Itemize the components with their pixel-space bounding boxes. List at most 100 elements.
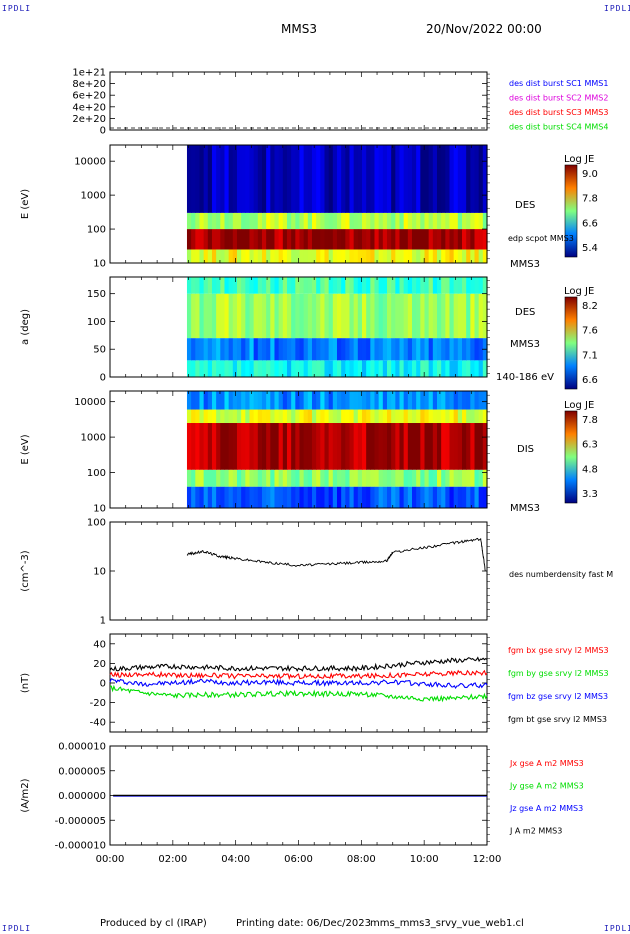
p4-heatmap-cell — [299, 486, 305, 508]
p6-legend-entry: fgm bz gse srvy l2 MMS3 — [508, 692, 608, 701]
p4-heatmap-cell — [286, 391, 292, 410]
p3-heatmap-cell — [303, 360, 309, 377]
p2-heatmap-cell — [482, 145, 488, 213]
p4-heatmap-cell — [245, 486, 251, 508]
p4-heatmap-cell — [345, 391, 351, 410]
p4-heatmap-cell — [270, 469, 276, 487]
p2-heatmap-cell — [341, 145, 346, 213]
p4-heatmap-cell — [361, 409, 367, 424]
p4-heatmap-cell — [453, 409, 459, 424]
p2-heatmap-cell — [236, 212, 242, 230]
p4-heatmap-cell — [453, 423, 459, 470]
p4-heatmap-cell — [328, 469, 334, 487]
p4-heatmap-cell — [428, 409, 434, 424]
p2-heatmap-cell — [457, 145, 463, 213]
p4-heatmap-cell — [441, 469, 446, 487]
p3-heatmap-cell — [445, 338, 451, 361]
p2-heatmap-cell — [349, 249, 355, 263]
p4-heatmap-cell — [328, 409, 334, 424]
p2-heatmap-cell — [232, 145, 238, 213]
p4-heatmap-cell — [428, 486, 434, 508]
p3-heatmap-cell — [186, 338, 192, 361]
p4-heatmap-cell — [186, 486, 192, 508]
p2-heatmap-cell — [216, 249, 221, 263]
p4-heatmap-cell — [357, 469, 363, 487]
p4-heatmap-cell — [378, 486, 384, 508]
p2-heatmap-cell — [453, 229, 459, 250]
p4-heatmap-cell — [253, 423, 259, 470]
p3-heatmap-cell — [286, 293, 292, 339]
p4-colorbar — [564, 410, 578, 504]
p2-heatmap-cell — [216, 212, 221, 230]
p4-heatmap-cell — [432, 409, 438, 424]
p4-heatmap-cell — [307, 391, 313, 410]
p3-heatmap-cell — [320, 360, 326, 377]
p3-heatmap-cell — [416, 360, 421, 377]
p2-heatmap-cell — [307, 145, 313, 213]
p4-heatmap-cell — [199, 423, 205, 470]
p4-heatmap-cell — [195, 409, 201, 424]
p4-heatmap-cell — [436, 486, 442, 508]
p2-heatmap-cell — [316, 249, 321, 263]
p3-heatmap-cell — [311, 293, 317, 339]
p2-heatmap-cell — [278, 145, 284, 213]
p3-heatmap-cell — [224, 293, 230, 339]
p3-heatmap-cell — [278, 338, 284, 361]
p4-heatmap-cell — [191, 486, 196, 508]
p3-heatmap-cell — [457, 360, 463, 377]
p4-heatmap-cell — [407, 409, 413, 424]
p3-heatmap-cell — [353, 338, 359, 361]
p2-heatmap-cell — [474, 229, 480, 250]
p4-heatmap-cell — [207, 409, 213, 424]
p2-heatmap-cell — [399, 249, 405, 263]
p2-heatmap-cell — [416, 145, 421, 213]
p3-heatmap-cell — [395, 293, 401, 339]
p4-heatmap-cell — [299, 469, 305, 487]
p4-heatmap-cell — [328, 486, 334, 508]
time-tick-label: 02:00 — [158, 854, 187, 865]
p3-heatmap-cell — [378, 277, 384, 294]
p3-heatmap-cell — [295, 277, 301, 294]
p3-heatmap-cell — [207, 338, 213, 361]
p2-heatmap-cell — [461, 145, 467, 213]
p4-heatmap-cell — [186, 391, 192, 410]
p2-heatmap-cell — [470, 145, 476, 213]
p4-heatmap-cell — [257, 423, 263, 470]
corner-mark-bottom-left: IPDLI — [2, 924, 32, 933]
p2-heatmap-cell — [257, 229, 263, 250]
p2-heatmap-cell — [311, 249, 317, 263]
p3-heatmap-cell — [328, 338, 334, 361]
p4-heatmap-cell — [370, 469, 376, 487]
p4-heatmap-cell — [428, 423, 434, 470]
p4-heatmap-cell — [232, 423, 238, 470]
p2-heatmap-cell — [378, 229, 384, 250]
p3-heatmap-cell — [307, 293, 313, 339]
p3-heatmap-cell — [316, 360, 321, 377]
p3-heatmap-cell — [266, 338, 271, 361]
p2-heatmap-cell — [336, 212, 342, 230]
p2-heatmap-cell — [420, 229, 426, 250]
p2-heatmap-cell — [228, 145, 234, 213]
p4-heatmap-cell — [291, 486, 296, 508]
p2-heatmap-cell — [432, 229, 438, 250]
p2-heatmap-cell — [216, 229, 221, 250]
p4-heatmap-cell — [436, 469, 442, 487]
p4-heatmap-cell — [366, 423, 371, 470]
p3-heatmap-cell — [336, 360, 342, 377]
p2-heatmap-cell — [220, 229, 226, 250]
p2-heatmap-cell — [436, 212, 442, 230]
p4-heatmap-cell — [395, 391, 401, 410]
p2-heatmap-cell — [199, 229, 205, 250]
p4-heatmap-cell — [478, 469, 484, 487]
p2-heatmap-cell — [203, 145, 209, 213]
p3-heatmap-cell — [370, 293, 376, 339]
p4-heatmap-cell — [361, 469, 367, 487]
p4-colorbar-tick-label: 6.3 — [582, 440, 598, 451]
p2-heatmap-cell — [282, 212, 288, 230]
p4-heatmap-cell — [191, 409, 196, 424]
p4-heatmap-cell — [303, 391, 309, 410]
p3-heatmap-cell — [386, 360, 392, 377]
p4-heatmap-cell — [270, 391, 276, 410]
p4-heatmap-cell — [307, 486, 313, 508]
p4-heatmap-cell — [428, 391, 434, 410]
